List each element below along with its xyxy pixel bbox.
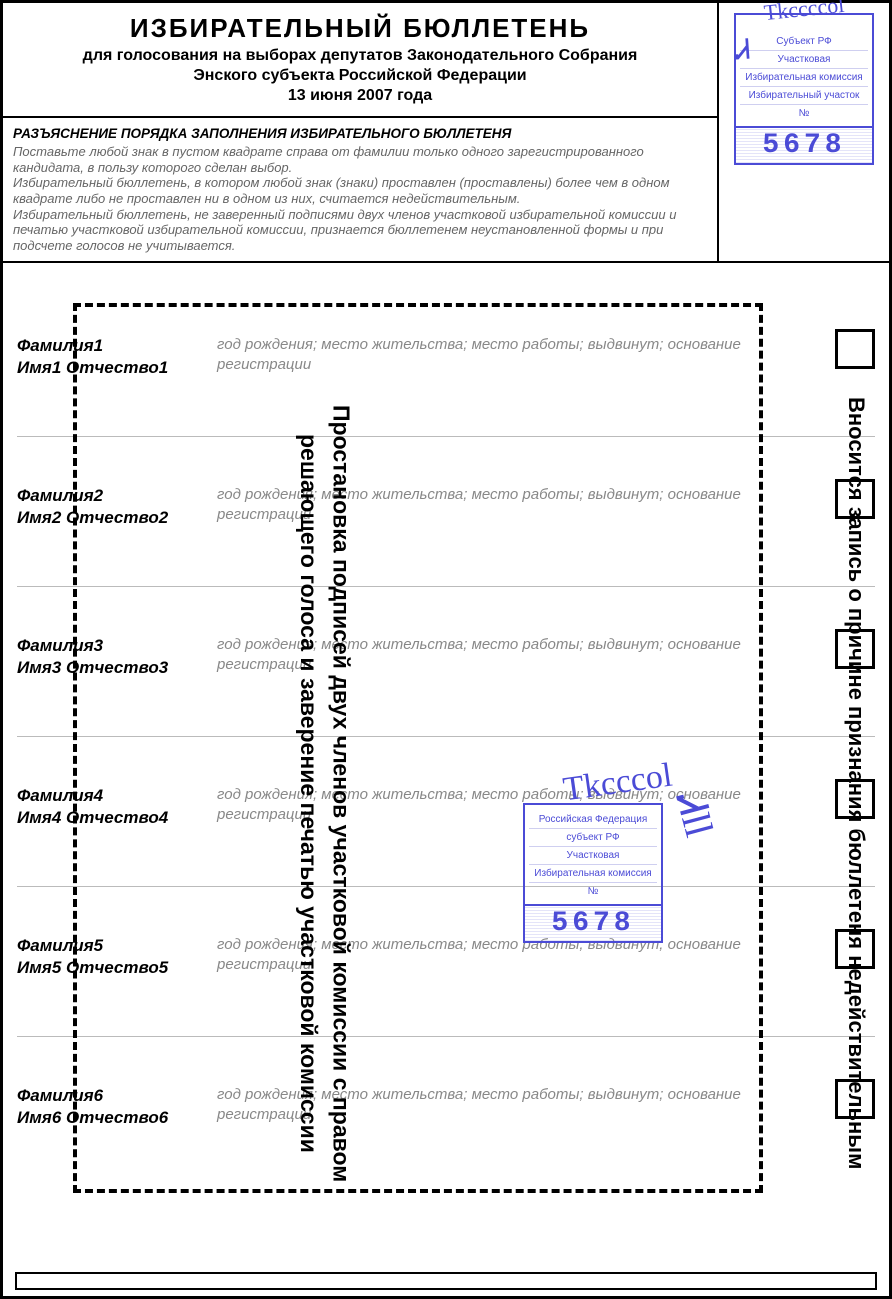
stamp-line: №: [529, 883, 657, 900]
instructions-p3: Избирательный бюллетень, не заверенный п…: [13, 207, 707, 254]
stamp-cell: Tkccccol Ꮧ Субъект РФ Участковая Избират…: [719, 3, 889, 261]
candidates-section: Вносится запись о причине признания бюлл…: [3, 263, 889, 1233]
stamp-line: №: [740, 105, 868, 122]
candidate-fullname: Имя5 Отчество5: [17, 957, 209, 979]
candidate-fullname: Имя4 Отчество4: [17, 807, 209, 829]
candidate-surname: Фамилия5: [17, 935, 209, 957]
bottom-bar: [15, 1272, 877, 1290]
candidate-name: Фамилия5Имя5 Отчество5: [17, 935, 217, 979]
candidate-info: год рождения; место жительства; место ра…: [217, 335, 835, 374]
candidate-name: Фамилия1Имя1 Отчество1: [17, 335, 217, 379]
invalid-note-vertical: Вносится запись о причине признания бюлл…: [840, 343, 871, 1223]
stamp-text: Субъект РФ Участковая Избирательная коми…: [736, 15, 872, 126]
subtitle-1: для голосования на выборах депутатов Зак…: [15, 46, 705, 66]
commission-stamp-2: Российская Федерация субъект РФ Участков…: [523, 803, 663, 943]
instructions-p2: Избирательный бюллетень, в котором любой…: [13, 175, 707, 206]
candidate-surname: Фамилия6: [17, 1085, 209, 1107]
candidate-surname: Фамилия3: [17, 635, 209, 657]
stamp-number: 5678: [736, 126, 872, 163]
main-title: ИЗБИРАТЕЛЬНЫЙ БЮЛЛЕТЕНЬ: [15, 13, 705, 44]
ballot-page: ИЗБИРАТЕЛЬНЫЙ БЮЛЛЕТЕНЬ для голосования …: [0, 0, 892, 1299]
stamp-line: Российская Федерация: [529, 811, 657, 829]
stamp-line: Избирательная комиссия: [740, 69, 868, 87]
candidate-row: Фамилия1Имя1 Отчество1год рождения; мест…: [17, 287, 875, 437]
stamp-line: Участковая: [740, 51, 868, 69]
stamp2-text: Российская Федерация субъект РФ Участков…: [525, 805, 661, 904]
candidate-fullname: Имя3 Отчество3: [17, 657, 209, 679]
candidate-name: Фамилия4Имя4 Отчество4: [17, 785, 217, 829]
candidate-row: Фамилия4Имя4 Отчество4год рождения; мест…: [17, 737, 875, 887]
candidate-name: Фамилия2Имя2 Отчество2: [17, 485, 217, 529]
stamp-line: Субъект РФ: [740, 33, 868, 51]
stamp-line: Участковая: [529, 847, 657, 865]
candidate-name: Фамилия3Имя3 Отчество3: [17, 635, 217, 679]
stamp-line: субъект РФ: [529, 829, 657, 847]
candidate-list: Фамилия1Имя1 Отчество1год рождения; мест…: [17, 287, 875, 1187]
candidate-name: Фамилия6Имя6 Отчество6: [17, 1085, 217, 1129]
signatures-note-vertical: Простановка подписей двух членов участко…: [293, 403, 357, 1183]
candidate-row: Фамилия3Имя3 Отчество3год рождения; мест…: [17, 587, 875, 737]
center-stamp-wrap: Российская Федерация субъект РФ Участков…: [523, 803, 663, 943]
candidate-surname: Фамилия1: [17, 335, 209, 357]
candidate-fullname: Имя6 Отчество6: [17, 1107, 209, 1129]
stamp-line: Избирательная комиссия: [529, 865, 657, 883]
instructions-box: РАЗЪЯСНЕНИЕ ПОРЯДКА ЗАПОЛНЕНИЯ ИЗБИРАТЕЛ…: [3, 118, 717, 261]
candidate-row: Фамилия2Имя2 Отчество2год рождения; мест…: [17, 437, 875, 587]
candidate-surname: Фамилия4: [17, 785, 209, 807]
ballot-date: 13 июня 2007 года: [15, 86, 705, 106]
header-block: ИЗБИРАТЕЛЬНЫЙ БЮЛЛЕТЕНЬ для голосования …: [3, 3, 719, 261]
stamp2-number: 5678: [525, 904, 661, 941]
title-box: ИЗБИРАТЕЛЬНЫЙ БЮЛЛЕТЕНЬ для голосования …: [3, 3, 717, 118]
candidate-surname: Фамилия2: [17, 485, 209, 507]
candidate-fullname: Имя2 Отчество2: [17, 507, 209, 529]
stamp-line: Избирательный участок: [740, 87, 868, 105]
instructions-title: РАЗЪЯСНЕНИЕ ПОРЯДКА ЗАПОЛНЕНИЯ ИЗБИРАТЕЛ…: [13, 126, 707, 142]
instructions-p1: Поставьте любой знак в пустом квадрате с…: [13, 144, 707, 175]
candidate-row: Фамилия5Имя5 Отчество5год рождения; мест…: [17, 887, 875, 1037]
top-section: ИЗБИРАТЕЛЬНЫЙ БЮЛЛЕТЕНЬ для голосования …: [3, 3, 889, 263]
subtitle-2: Энского субъекта Российской Федерации: [15, 66, 705, 86]
candidate-fullname: Имя1 Отчество1: [17, 357, 209, 379]
candidate-row: Фамилия6Имя6 Отчество6год рождения; мест…: [17, 1037, 875, 1187]
commission-stamp: Tkccccol Ꮧ Субъект РФ Участковая Избират…: [734, 13, 874, 165]
